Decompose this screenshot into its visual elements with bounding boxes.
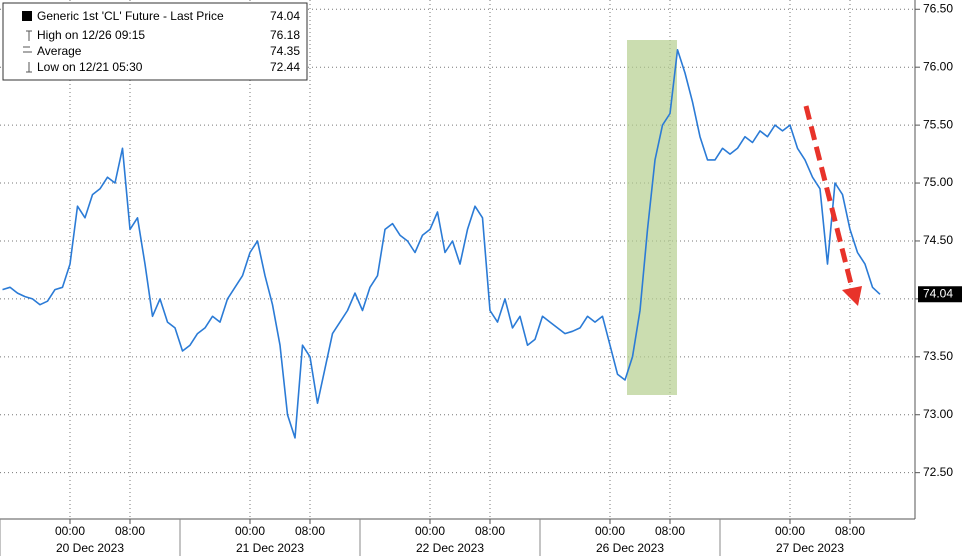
x-tick-label: 00:00 [55, 524, 85, 538]
x-tick-label: 08:00 [295, 524, 325, 538]
plot [2, 49, 881, 439]
x-tick-label: 00:00 [595, 524, 625, 538]
last-price-label: 74.04 [923, 286, 953, 300]
x-date-label: 26 Dec 2023 [596, 541, 664, 555]
legend-label: Generic 1st 'CL' Future - Last Price [37, 9, 224, 23]
x-tick-label: 00:00 [415, 524, 445, 538]
legend-box [2, 2, 308, 81]
x-date-label: 27 Dec 2023 [776, 541, 844, 555]
x-date-label: 20 Dec 2023 [56, 541, 124, 555]
legend-swatch [22, 11, 32, 21]
price-line [2, 49, 881, 439]
last-price-tag [918, 286, 962, 303]
x-tick-label: 08:00 [475, 524, 505, 538]
legend-label: Low on 12/21 05:30 [37, 60, 143, 74]
y-tick-label: 72.50 [923, 465, 953, 479]
y-tick-label: 73.50 [923, 349, 953, 363]
trend-arrow [803, 105, 862, 306]
y-tick-label: 76.00 [923, 59, 953, 73]
y-tick-label: 74.50 [923, 233, 953, 247]
x-tick-label: 00:00 [775, 524, 805, 538]
x-tick-label: 08:00 [115, 524, 145, 538]
legend-value: 76.18 [270, 28, 300, 42]
legend-value: 74.04 [270, 9, 300, 23]
legend-value: 74.35 [270, 44, 300, 58]
y-tick-label: 73.00 [923, 407, 953, 421]
y-tick-label: 76.50 [923, 1, 953, 15]
x-date-label: 22 Dec 2023 [416, 541, 484, 555]
y-tick-label: 75.50 [923, 117, 953, 131]
y-tick-label: 75.00 [923, 175, 953, 189]
legend-label: High on 12/26 09:15 [37, 28, 145, 42]
legend: Generic 1st 'CL' Future - Last Price 74.… [2, 2, 308, 81]
legend-value: 72.44 [270, 60, 300, 74]
legend-label: Average [37, 44, 82, 58]
x-tick-label: 08:00 [655, 524, 685, 538]
x-tick-label: 00:00 [235, 524, 265, 538]
x-date-label: 21 Dec 2023 [236, 541, 304, 555]
x-tick-label: 08:00 [835, 524, 865, 538]
